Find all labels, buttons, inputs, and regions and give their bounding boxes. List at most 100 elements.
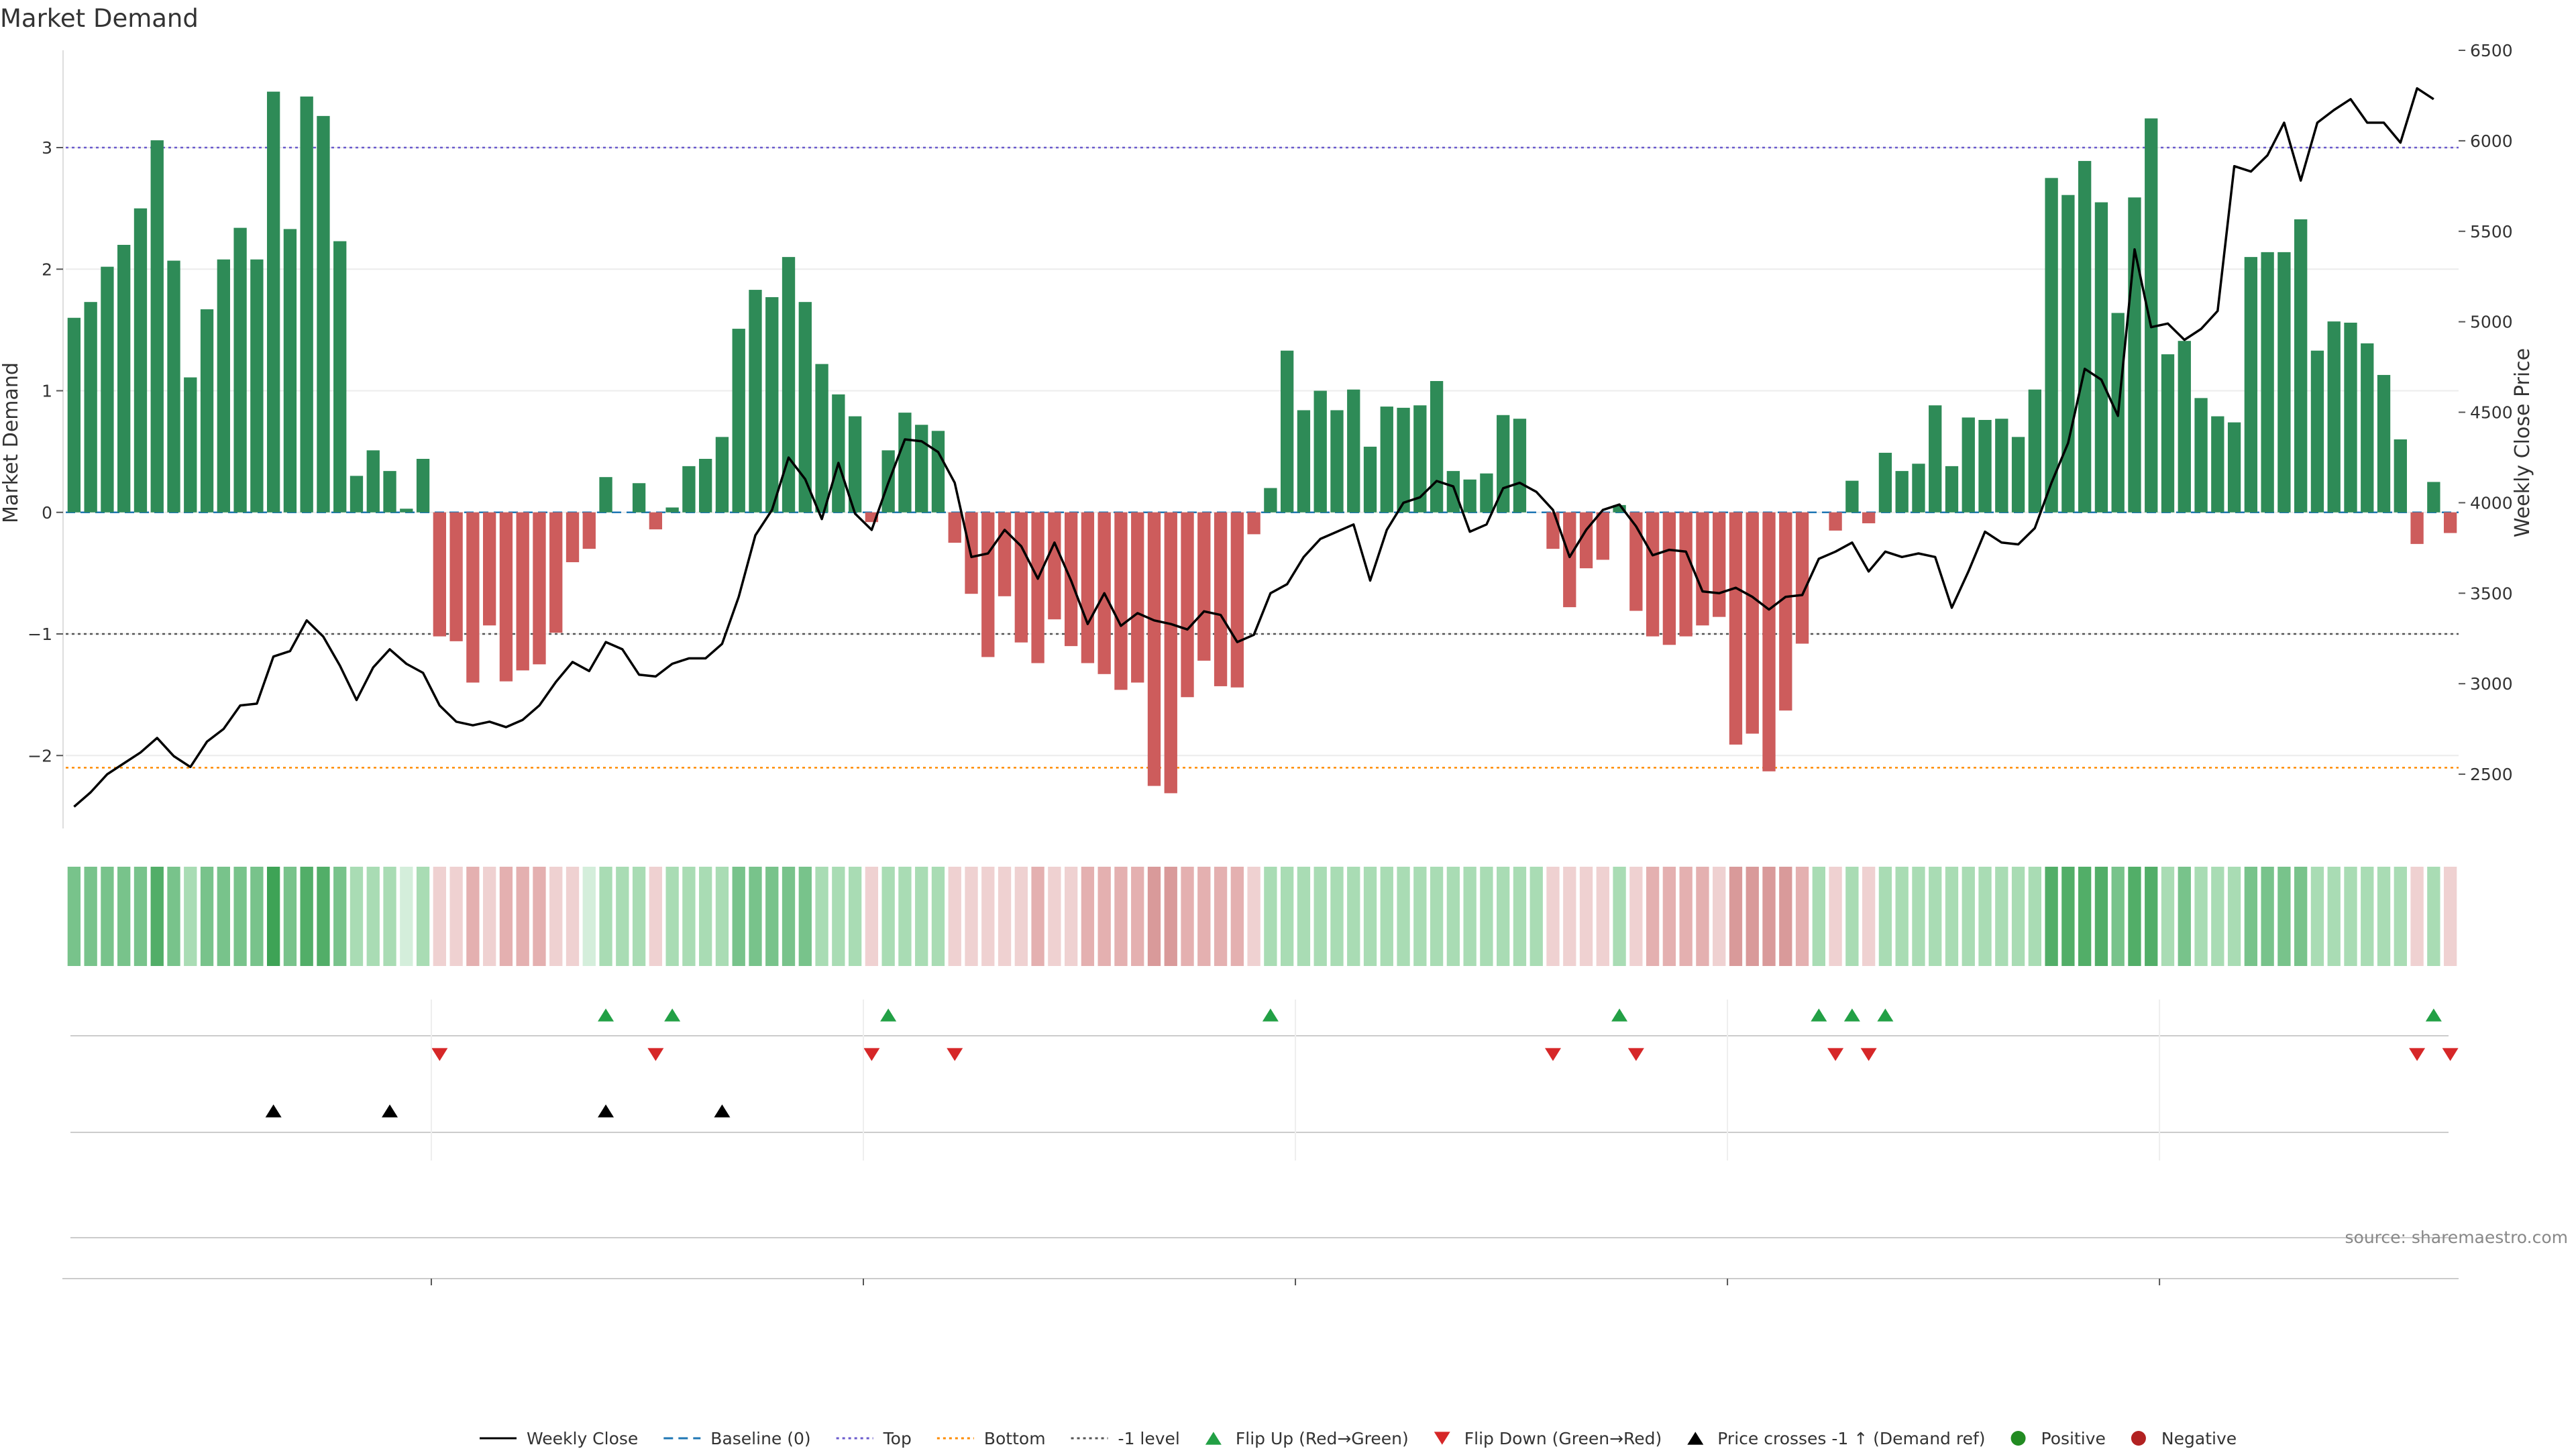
band-cell bbox=[965, 867, 978, 966]
band-cell bbox=[2244, 867, 2258, 966]
band-cell bbox=[881, 867, 895, 966]
demand-bar-negative bbox=[549, 512, 563, 633]
legend-label: Flip Down (Green→Red) bbox=[1464, 1429, 1662, 1448]
demand-bar-positive bbox=[1480, 473, 1493, 513]
band-cell bbox=[682, 867, 696, 966]
demand-bar-negative bbox=[1696, 512, 1709, 626]
band-cell bbox=[1264, 867, 1277, 966]
y2-tick-label: 5000 bbox=[2470, 313, 2513, 332]
demand-bar-positive bbox=[749, 290, 762, 513]
band-cell bbox=[1762, 867, 1776, 966]
demand-bar-positive bbox=[782, 257, 796, 513]
legend-swatch-marker bbox=[1205, 1432, 1222, 1445]
demand-bar-negative bbox=[499, 512, 513, 682]
demand-bar-negative bbox=[1131, 512, 1144, 683]
band-cell bbox=[981, 867, 995, 966]
band-cell bbox=[1878, 867, 1892, 966]
band-cell bbox=[782, 867, 796, 966]
demand-bar-negative bbox=[948, 512, 961, 543]
demand-bar-negative bbox=[981, 512, 995, 657]
band-cell bbox=[616, 867, 629, 966]
demand-bar-positive bbox=[117, 245, 131, 513]
demand-bar-positive bbox=[233, 227, 247, 513]
demand-bar-positive bbox=[1995, 419, 2008, 513]
legend-label: Weekly Close bbox=[527, 1429, 638, 1448]
demand-bar-negative bbox=[1746, 512, 1759, 734]
band-cell bbox=[2377, 867, 2391, 966]
legend-label: Price crosses -1 ↑ (Demand ref) bbox=[1717, 1429, 1985, 1448]
demand-bar-positive bbox=[715, 437, 729, 513]
demand-bar-positive bbox=[1446, 471, 1460, 513]
demand-bar-positive bbox=[915, 425, 928, 513]
band-cell bbox=[2045, 867, 2058, 966]
band-cell bbox=[2261, 867, 2274, 966]
band-cell bbox=[1048, 867, 1061, 966]
price-cross-marker bbox=[598, 1104, 614, 1118]
y-tick-label: −1 bbox=[28, 625, 52, 644]
band-cell bbox=[482, 867, 496, 966]
band-cell bbox=[1662, 867, 1676, 966]
band-cell bbox=[1529, 867, 1543, 966]
band-cell bbox=[1829, 867, 1842, 966]
legend-item: Price crosses -1 ↑ (Demand ref) bbox=[1687, 1429, 1986, 1448]
band-cell bbox=[2310, 867, 2324, 966]
flip-down-marker bbox=[1544, 1048, 1561, 1061]
demand-bar-positive bbox=[2194, 398, 2208, 513]
band-cell bbox=[765, 867, 779, 966]
demand-bar-negative bbox=[1662, 512, 1676, 645]
legend: Weekly Close Baseline (0) Top Bottom -1 leve… bbox=[480, 1429, 2237, 1448]
demand-bar-positive bbox=[1463, 479, 1477, 513]
demand-bar-positive bbox=[632, 483, 646, 513]
band-cell bbox=[1463, 867, 1477, 966]
demand-bar-negative bbox=[449, 512, 463, 641]
axes: −2 −1 0 1 2 3 2500 3000 3500 4000 4500 5000 5500 6000… bbox=[28, 41, 2513, 828]
demand-bar-negative bbox=[998, 512, 1012, 596]
demand-bar-positive bbox=[1347, 389, 1360, 513]
demand-bar-positive bbox=[665, 507, 679, 513]
demand-bar-positive bbox=[167, 260, 180, 513]
band-cell bbox=[300, 867, 313, 966]
band-cell bbox=[283, 867, 297, 966]
band-cell bbox=[1812, 867, 1825, 966]
band-cell bbox=[732, 867, 745, 966]
band-cell bbox=[1247, 867, 1260, 966]
y2-tick-label: 2500 bbox=[2470, 765, 2513, 784]
demand-bar-positive bbox=[184, 377, 197, 513]
legend-label: -1 level bbox=[1118, 1429, 1180, 1448]
band-cell bbox=[1845, 867, 1859, 966]
band-cell bbox=[1397, 867, 1410, 966]
flip-up-marker bbox=[598, 1008, 614, 1022]
band-cell bbox=[998, 867, 1012, 966]
flip-down-marker bbox=[1860, 1048, 1877, 1061]
band-cell bbox=[101, 867, 114, 966]
band-cell bbox=[317, 867, 330, 966]
demand-bar-positive bbox=[1912, 464, 1925, 513]
flip-up-marker bbox=[880, 1008, 897, 1022]
demand-bar-positive bbox=[2028, 389, 2042, 513]
band-cell bbox=[383, 867, 396, 966]
band-cell bbox=[416, 867, 430, 966]
demand-bar-negative bbox=[1579, 512, 1593, 569]
band-cell bbox=[1546, 867, 1560, 966]
demand-bar-positive bbox=[2078, 160, 2092, 513]
demand-bar-positive bbox=[1945, 466, 1959, 513]
band-cell bbox=[566, 867, 580, 966]
demand-bar-negative bbox=[649, 512, 663, 530]
demand-bar-positive bbox=[798, 302, 812, 513]
band-cell bbox=[1197, 867, 1211, 966]
band-cell bbox=[350, 867, 364, 966]
demand-bar-positive bbox=[1330, 410, 1344, 513]
band-cell bbox=[2344, 867, 2357, 966]
band-cell bbox=[499, 867, 513, 966]
band-cell bbox=[2211, 867, 2224, 966]
y2-tick-label: 6500 bbox=[2470, 41, 2513, 60]
band-cell bbox=[449, 867, 463, 966]
y-tick-label: 2 bbox=[42, 260, 52, 279]
band-cell bbox=[1895, 867, 1909, 966]
band-cell bbox=[433, 867, 447, 966]
band-cell bbox=[1297, 867, 1311, 966]
band-cell bbox=[2011, 867, 2025, 966]
band-cell bbox=[1995, 867, 2008, 966]
band-cell bbox=[2361, 867, 2374, 966]
band-cell bbox=[250, 867, 264, 966]
